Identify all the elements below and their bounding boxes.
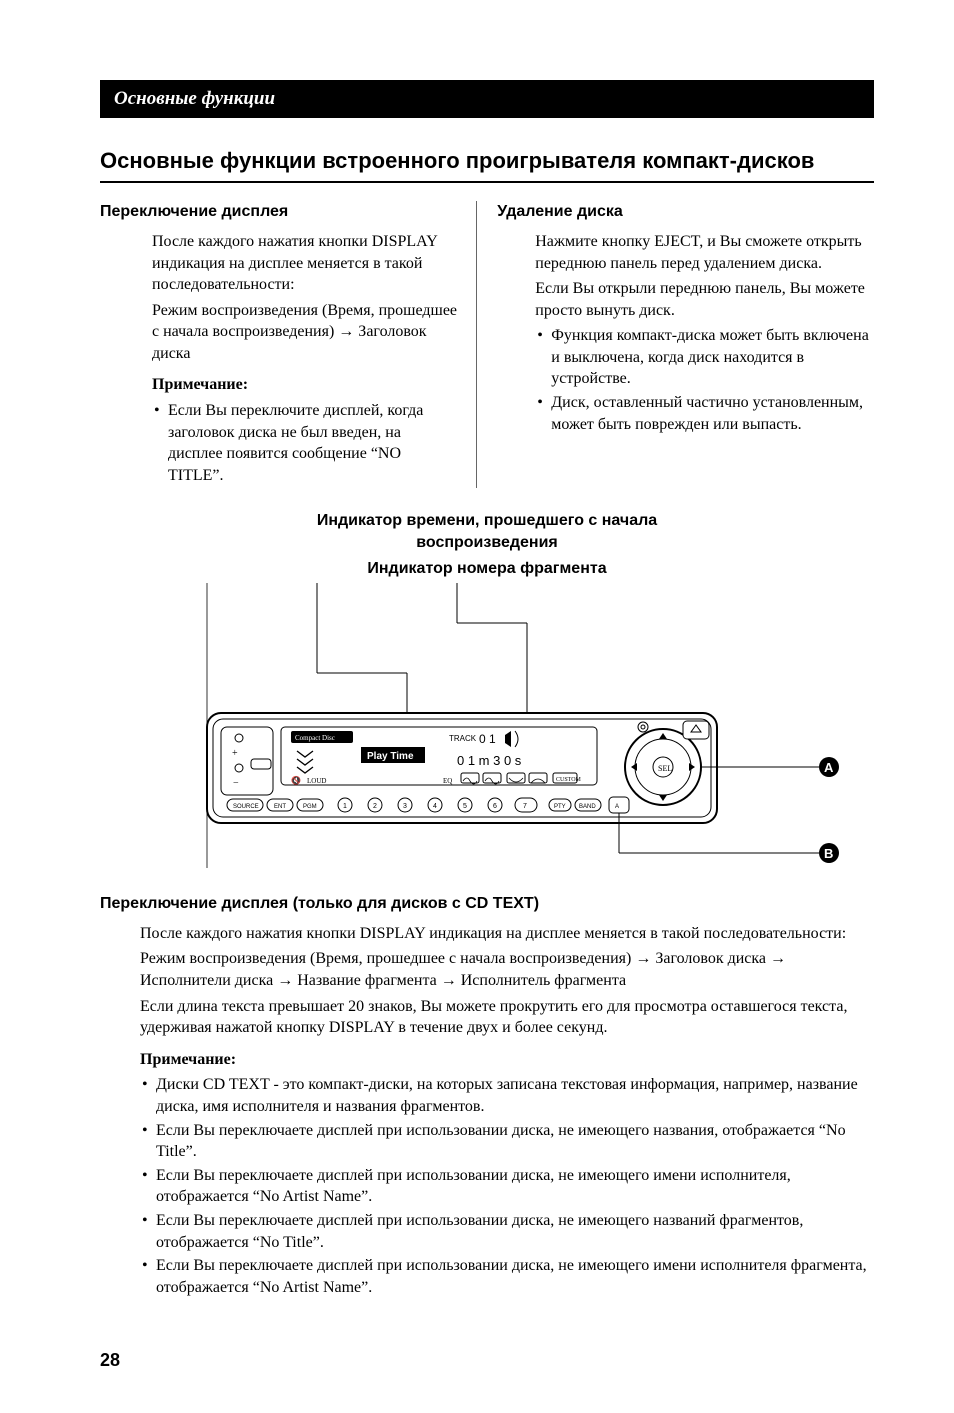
svg-text:LOUD: LOUD bbox=[307, 777, 326, 785]
right-column: Удаление диска Нажмите кнопку EJECT, и В… bbox=[497, 201, 874, 488]
svg-text:A: A bbox=[824, 760, 834, 775]
svg-text:7: 7 bbox=[523, 803, 527, 810]
svg-text:Play Time: Play Time bbox=[367, 751, 414, 762]
svg-text:TRACK: TRACK bbox=[449, 734, 477, 743]
svg-text:A: A bbox=[615, 804, 619, 810]
cdtext-notes: Диски CD TEXT - это компакт-диски, на ко… bbox=[140, 1074, 874, 1298]
left-column: Переключение дисплея После каждого нажат… bbox=[100, 201, 477, 488]
svg-text:EQ: EQ bbox=[443, 777, 452, 785]
cdtext-n2: Если Вы переключаете дисплей при использ… bbox=[140, 1120, 874, 1163]
right-p2: Если Вы открыли переднюю панель, Вы може… bbox=[535, 278, 874, 321]
left-body: После каждого нажатия кнопки DISPLAY инд… bbox=[100, 231, 458, 487]
cdtext-note-label: Примечание: bbox=[140, 1049, 874, 1071]
svg-text:4: 4 bbox=[433, 803, 437, 810]
elapsed-label: Индикатор времени, прошедшего с начала в… bbox=[277, 510, 697, 553]
svg-text:6: 6 bbox=[493, 803, 497, 810]
cdtext-n4: Если Вы переключаете дисплей при использ… bbox=[140, 1210, 874, 1253]
cdtext-n3: Если Вы переключаете дисплей при использ… bbox=[140, 1165, 874, 1208]
svg-text:ENT: ENT bbox=[274, 804, 286, 810]
device-diagram: + − Compact Disc Play Time TRACK 0 1 0 1… bbox=[117, 583, 857, 883]
svg-text:SEL: SEL bbox=[658, 764, 672, 773]
svg-text:Compact Disc: Compact Disc bbox=[295, 734, 335, 742]
cdtext-heading: Переключение дисплея (только для дисков … bbox=[100, 893, 874, 915]
left-p1: После каждого нажатия кнопки DISPLAY инд… bbox=[152, 231, 458, 296]
left-note-label: Примечание: bbox=[152, 374, 458, 396]
left-note-list: Если Вы переключите дисплей, когда загол… bbox=[152, 400, 458, 486]
svg-text:0 1: 0 1 bbox=[479, 732, 496, 746]
svg-text:0 1 m 3 0 s: 0 1 m 3 0 s bbox=[457, 753, 522, 768]
svg-text:PTY: PTY bbox=[554, 804, 566, 810]
cdtext-p2: Режим воспроизведения (Время, прошедшее … bbox=[140, 948, 874, 991]
svg-text:5: 5 bbox=[463, 803, 467, 810]
left-p2: Режим воспроизведения (Время, прошедшее … bbox=[152, 300, 458, 365]
svg-text:SOURCE: SOURCE bbox=[233, 804, 259, 810]
svg-text:2: 2 bbox=[373, 803, 377, 810]
svg-text:🔇: 🔇 bbox=[291, 775, 301, 785]
cdtext-body: После каждого нажатия кнопки DISPLAY инд… bbox=[100, 923, 874, 1299]
cdtext-p1: После каждого нажатия кнопки DISPLAY инд… bbox=[140, 923, 874, 945]
cdtext-n1: Диски CD TEXT - это компакт-диски, на ко… bbox=[140, 1074, 874, 1117]
section-header: Основные функции bbox=[100, 80, 874, 118]
svg-text:BAND: BAND bbox=[579, 804, 596, 810]
two-column-layout: Переключение дисплея После каждого нажат… bbox=[100, 201, 874, 488]
svg-text:B: B bbox=[824, 846, 833, 861]
section-title: Основные функции bbox=[114, 88, 275, 109]
svg-text:CUSTOM: CUSTOM bbox=[556, 777, 582, 783]
left-heading: Переключение дисплея bbox=[100, 201, 458, 223]
svg-text:PGM: PGM bbox=[303, 804, 317, 810]
right-p1: Нажмите кнопку EJECT, и Вы сможете откры… bbox=[535, 231, 874, 274]
track-label: Индикатор номера фрагмента bbox=[100, 558, 874, 580]
right-heading: Удаление диска bbox=[497, 201, 874, 223]
page-title: Основные функции встроенного проигрывате… bbox=[100, 146, 874, 184]
cdtext-n5: Если Вы переключаете дисплей при использ… bbox=[140, 1255, 874, 1298]
svg-text:3: 3 bbox=[403, 803, 407, 810]
svg-text:−: − bbox=[233, 778, 239, 789]
right-b2: Диск, оставленный частично установленным… bbox=[535, 392, 874, 435]
right-bullets: Функция компакт-диска может быть включен… bbox=[535, 325, 874, 435]
diagram-section: Индикатор времени, прошедшего с начала в… bbox=[100, 510, 874, 883]
cdtext-p3: Если длина текста превышает 20 знаков, В… bbox=[140, 996, 874, 1039]
svg-text:+: + bbox=[232, 748, 238, 759]
svg-text:1: 1 bbox=[343, 803, 347, 810]
right-body: Нажмите кнопку EJECT, и Вы сможете откры… bbox=[497, 231, 874, 435]
left-note-item: Если Вы переключите дисплей, когда загол… bbox=[152, 400, 458, 486]
right-b1: Функция компакт-диска может быть включен… bbox=[535, 325, 874, 390]
